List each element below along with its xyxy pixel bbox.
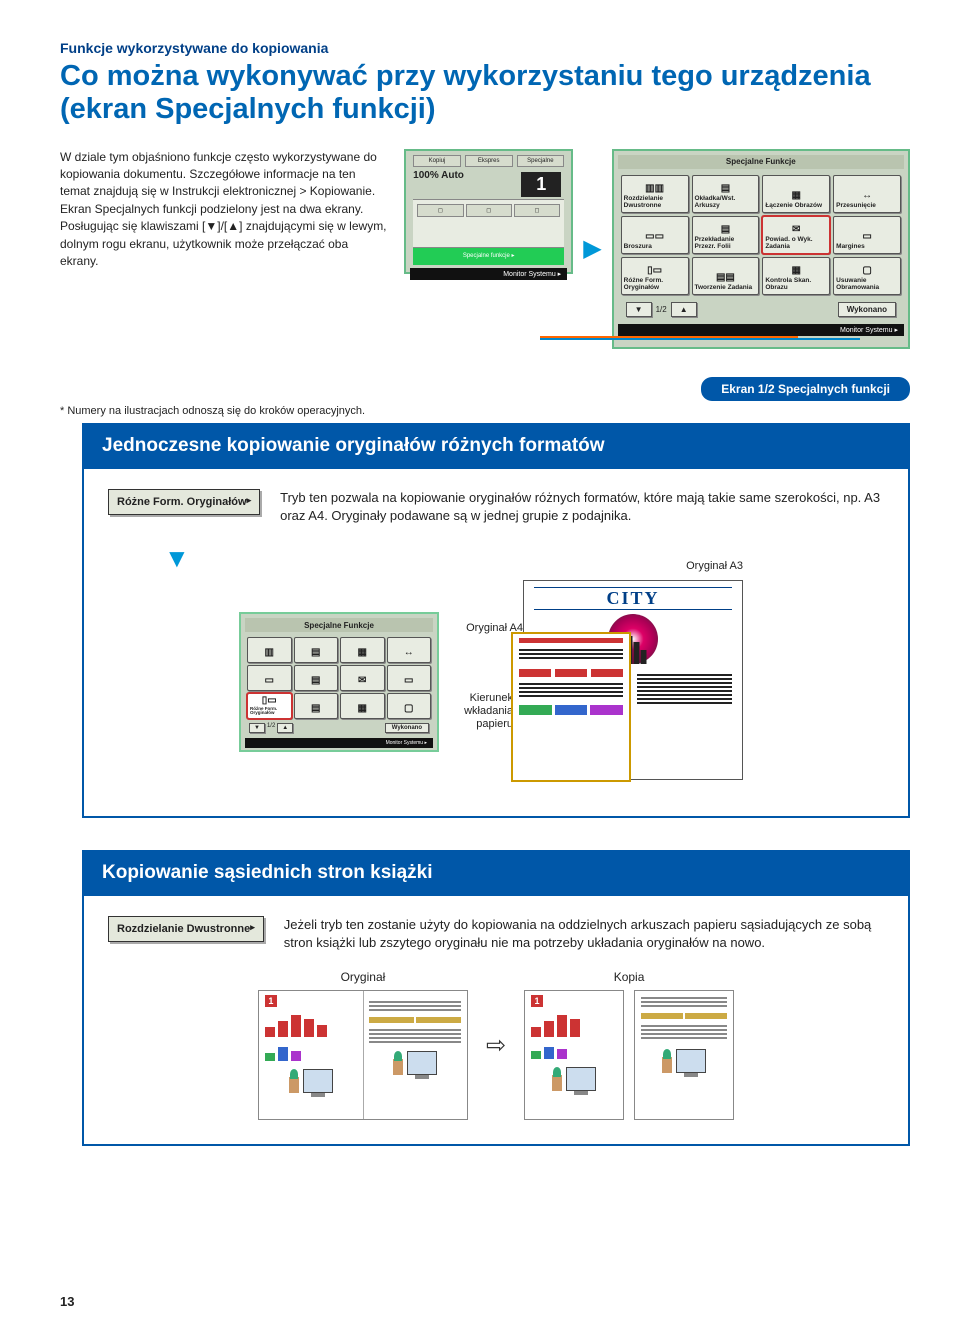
fn-powiadomienie[interactable]: ✉Powiad. o Wyk. Zadania <box>762 216 830 254</box>
status-bar: Monitor Systemu ▸ <box>618 324 904 336</box>
label-copy: Kopia <box>524 970 734 984</box>
down-arrow-icon: ▼ <box>164 543 884 574</box>
mini-btn[interactable]: ◻ <box>466 204 512 217</box>
fn-okladka[interactable]: ▤Okładka/Wst. Arkuszy <box>692 175 760 213</box>
fn-laczenie[interactable]: ▦Łączenie Obrazów <box>762 175 830 213</box>
page-down-button[interactable]: ▼ <box>626 302 652 317</box>
mini-fn[interactable]: ▭ <box>247 665 292 691</box>
mini-fn[interactable]: ▤ <box>294 665 339 691</box>
arrow-right-icon: ▶ <box>583 234 601 263</box>
book-original: 1 <box>258 990 468 1120</box>
label-original: Oryginał <box>258 970 468 984</box>
paper-example: Oryginał A3 CITY <box>463 572 753 792</box>
screen-header: Specjalne Funkcje <box>618 155 904 169</box>
mini-screen: Specjalne Funkcje ▥ ▤ ▦ ↔ ▭ ▤ ✉ ▭ ▯▭Różn… <box>239 612 439 752</box>
fn-usuwanie-obr[interactable]: ▢Usuwanie Obramowania <box>833 257 901 295</box>
chevron-right-icon: ▸ <box>250 923 255 933</box>
fn-margines[interactable]: ▭Margines <box>833 216 901 254</box>
page-title: Co można wykonywać przy wykorzystaniu te… <box>60 60 910 127</box>
fn-rozne-formaty[interactable]: ▯▭Różne Form. Oryginałów <box>621 257 689 295</box>
sheet-a4 <box>511 632 631 782</box>
feature-block-book: Kopiowanie sąsiednich stron książki Rozd… <box>82 850 910 1146</box>
mini-header: Specjalne Funkcje <box>245 618 433 632</box>
pager-text: 1/2 <box>656 305 667 314</box>
mini-btn[interactable]: ◻ <box>417 204 463 217</box>
tab-special[interactable]: Specjalne <box>517 155 565 167</box>
ratio-value: 100% <box>413 170 439 181</box>
fn-przesuniecie[interactable]: ↔Przesunięcie <box>833 175 901 213</box>
tab-express[interactable]: Ekspres <box>465 155 513 167</box>
functions-grid: ▥▥Rozdzielanie Dwustronne ▤Okładka/Wst. … <box>618 172 904 298</box>
plant-icon <box>393 1059 403 1075</box>
copy-count: 1 <box>521 172 561 197</box>
arrow-right-hollow-icon: ⇨ <box>486 1031 506 1060</box>
page-up-button[interactable]: ▲ <box>671 302 697 317</box>
mini-fn[interactable]: ▦ <box>340 637 385 663</box>
feature-desc: Tryb ten pozwala na kopiowanie oryginałó… <box>280 489 884 525</box>
fn-przekladanie[interactable]: ▤Przekładanie Przezr. Folii <box>692 216 760 254</box>
copy-sheet-1: 1 <box>524 990 624 1120</box>
feature-block-formats: Jednoczesne kopiowanie oryginałów różnyc… <box>82 423 910 818</box>
chevron-right-icon: ▸ <box>247 496 252 506</box>
page-number: 13 <box>60 1294 74 1309</box>
mini-fn[interactable]: ▥ <box>247 637 292 663</box>
feature-title: Kopiowanie sąsiednich stron książki <box>84 850 908 896</box>
fn-tworzenie-zadania[interactable]: ▤▤Tworzenie Zadania <box>692 257 760 295</box>
screen-badge: Ekran 1/2 Specjalnych funkcji <box>701 377 910 401</box>
monitor-icon <box>676 1049 706 1073</box>
plant-icon <box>289 1077 299 1093</box>
page-number-badge: 1 <box>265 995 277 1007</box>
plant-icon <box>552 1075 562 1091</box>
fn-kontrola-skan[interactable]: ▦Kontrola Skan. Obrazu <box>762 257 830 295</box>
section-label: Funkcje wykorzystywane do kopiowania <box>60 40 910 56</box>
mini-fn[interactable]: ▭ <box>387 665 432 691</box>
monitor-icon <box>303 1069 333 1093</box>
mini-fn[interactable]: ▢ <box>387 693 432 719</box>
mini-fn[interactable]: ▤ <box>294 693 339 719</box>
done-button[interactable]: Wykonano <box>838 302 896 317</box>
mini-fn[interactable]: ▤ <box>294 637 339 663</box>
plant-icon <box>662 1057 672 1073</box>
footnote: * Numery na ilustracjach odnoszą się do … <box>60 405 910 417</box>
special-functions-screen: Specjalne Funkcje ▥▥Rozdzielanie Dwustro… <box>612 149 910 349</box>
mode-value: Auto <box>441 170 464 181</box>
copy-sheet-2 <box>634 990 734 1120</box>
mini-btn-rozdzielanie[interactable]: Rozdzielanie Dwustronne▸ <box>108 916 264 942</box>
special-func-bar[interactable]: Specjalne funkcje ▸ <box>413 247 564 265</box>
tab-copy[interactable]: Kopiuj <box>413 155 461 167</box>
label-a3: Oryginał A3 <box>686 560 743 572</box>
mini-fn-highlighted[interactable]: ▯▭Różne Form. Oryginałów <box>247 693 292 719</box>
mini-fn[interactable]: ▦ <box>340 693 385 719</box>
copies-output: 1 <box>524 990 734 1120</box>
city-logo: CITY <box>534 587 732 610</box>
status-bar: Monitor Systemu ▸ <box>410 268 567 280</box>
intro-text: W dziale tym objaśniono funkcje często w… <box>60 149 388 271</box>
fn-rozdzielanie[interactable]: ▥▥Rozdzielanie Dwustronne <box>621 175 689 213</box>
connector-line <box>540 338 860 340</box>
mini-fn[interactable]: ↔ <box>387 637 432 663</box>
feature-title: Jednoczesne kopiowanie oryginałów różnyc… <box>84 423 908 469</box>
page-number-badge: 1 <box>531 995 543 1007</box>
mini-fn[interactable]: ✉ <box>340 665 385 691</box>
mini-btn-rozne-formaty[interactable]: Różne Form. Oryginałów▸ <box>108 489 260 515</box>
fn-broszura[interactable]: ▭▭Broszura <box>621 216 689 254</box>
mini-btn[interactable]: ◻ <box>514 204 560 217</box>
feature-desc: Jeżeli tryb ten zostanie użyty do kopiow… <box>284 916 884 952</box>
monitor-icon <box>407 1051 437 1075</box>
copier-main-screen: Kopiuj Ekspres Specjalne 100% Auto 1 ◻ ◻… <box>404 149 573 274</box>
monitor-icon <box>566 1067 596 1091</box>
